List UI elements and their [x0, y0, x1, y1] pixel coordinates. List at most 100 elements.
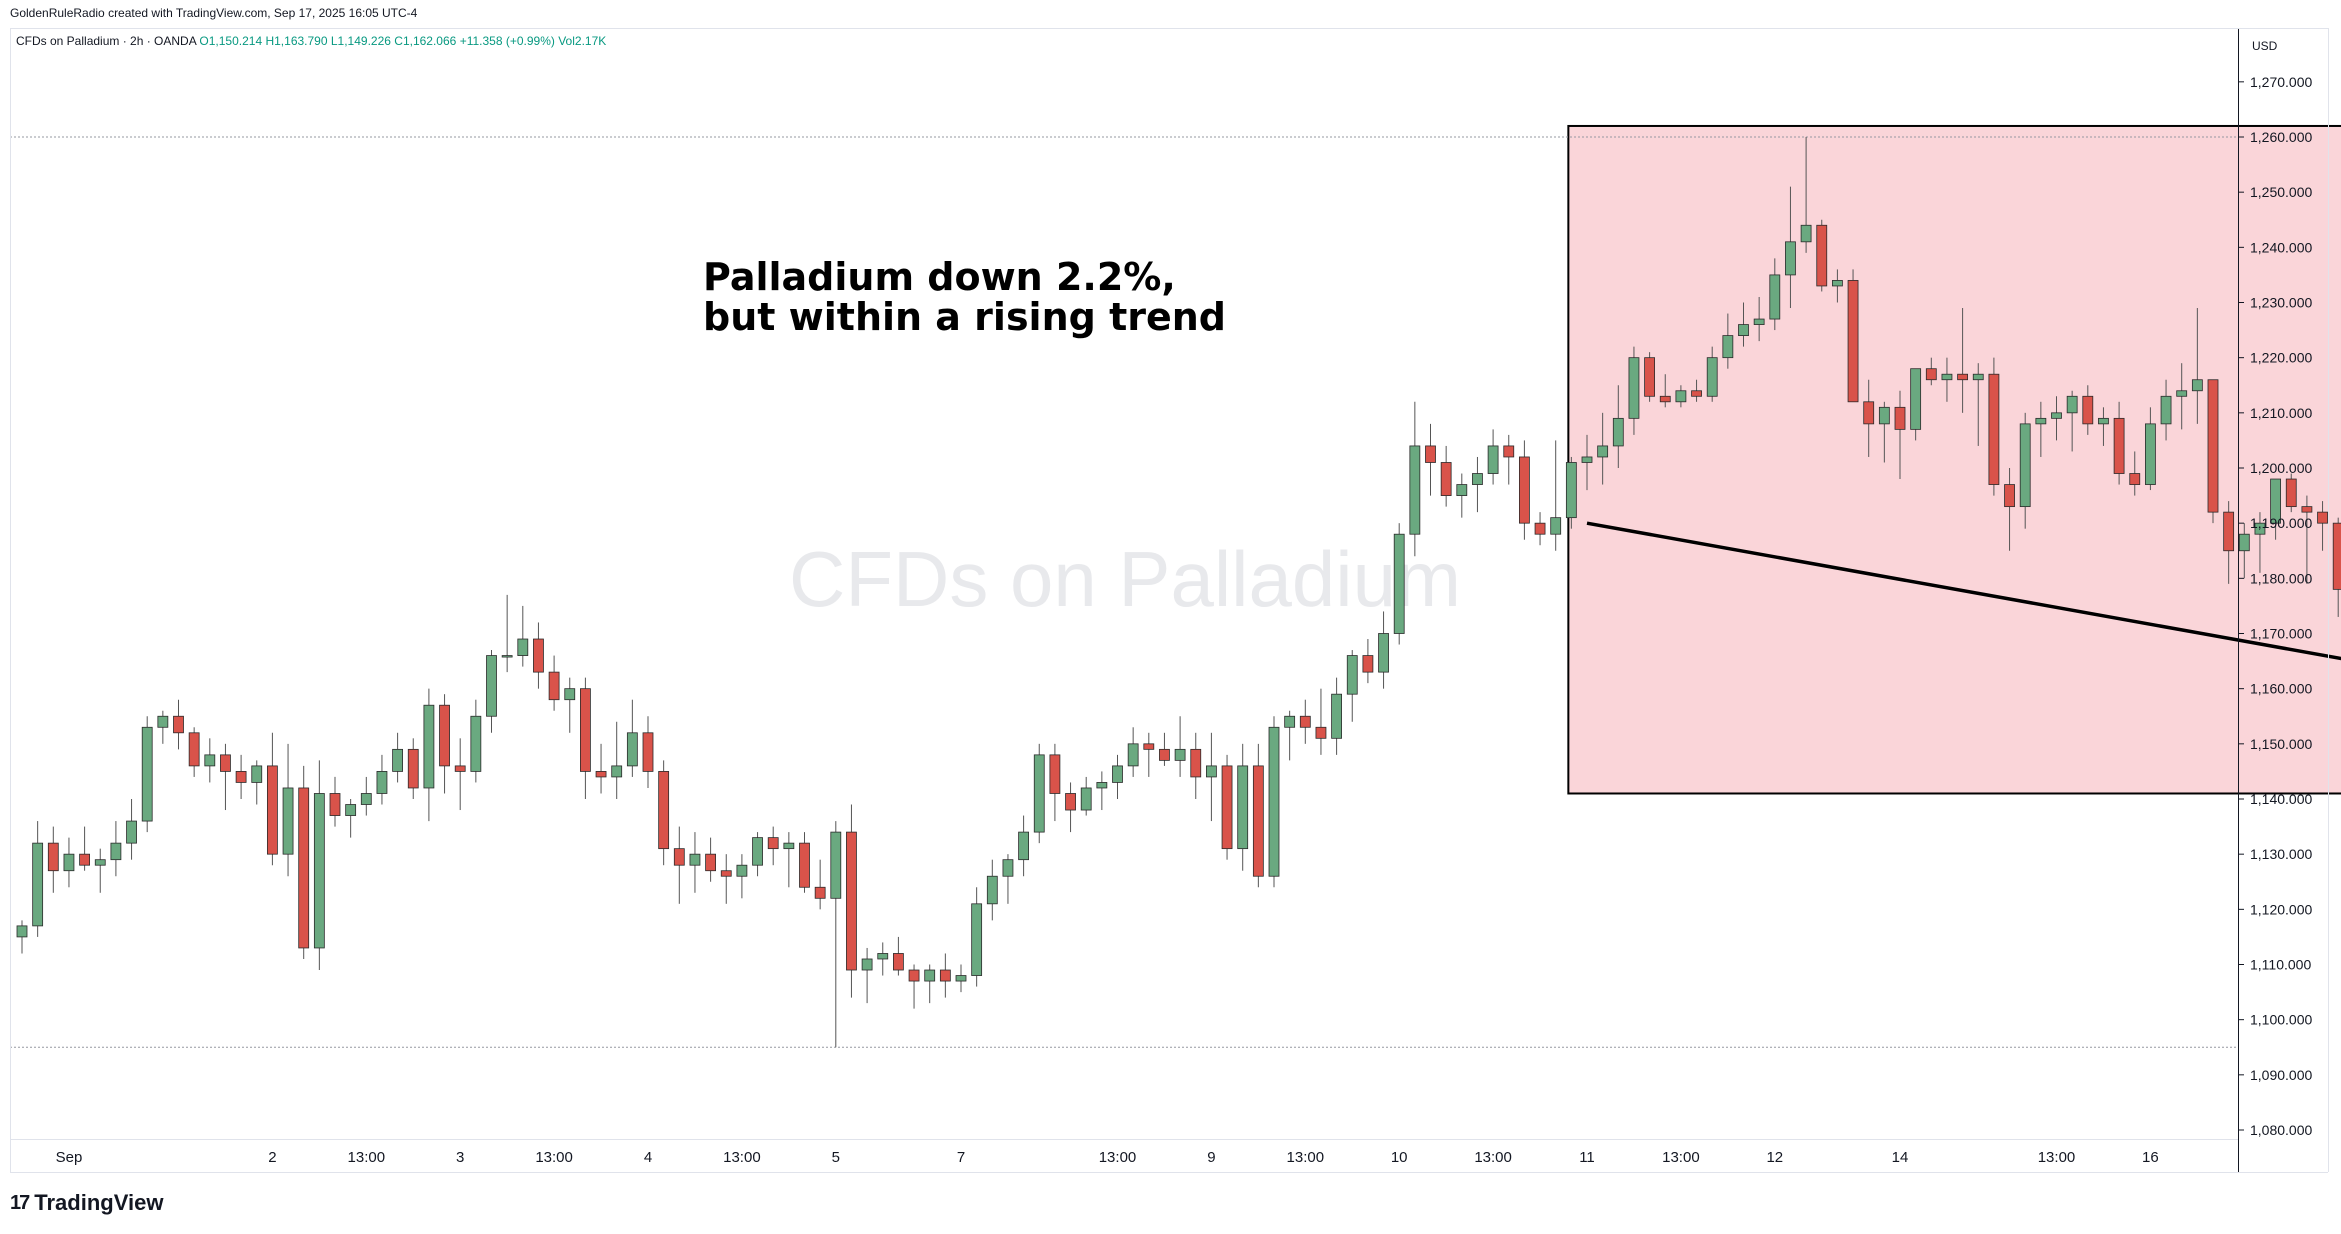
- candle[interactable]: [204, 738, 216, 783]
- candle[interactable]: [2207, 379, 2219, 524]
- candle[interactable]: [16, 920, 28, 954]
- candle[interactable]: [298, 765, 310, 959]
- candle[interactable]: [533, 622, 544, 689]
- candle[interactable]: [282, 743, 294, 877]
- candle[interactable]: [1393, 523, 1405, 645]
- candle[interactable]: [141, 716, 153, 833]
- candle[interactable]: [188, 727, 200, 777]
- candle[interactable]: [110, 821, 122, 877]
- candle[interactable]: [1972, 363, 1984, 446]
- candle[interactable]: [1738, 302, 1749, 347]
- candle[interactable]: [799, 832, 810, 893]
- candle[interactable]: [2144, 407, 2156, 491]
- candle[interactable]: [2066, 390, 2078, 452]
- candle[interactable]: [1049, 743, 1061, 822]
- candle[interactable]: [846, 804, 857, 998]
- candle[interactable]: [2270, 478, 2282, 540]
- candle[interactable]: [47, 826, 59, 893]
- candle[interactable]: [830, 821, 842, 1048]
- candle[interactable]: [1847, 269, 1859, 403]
- candle[interactable]: [1174, 716, 1186, 777]
- candle[interactable]: [1769, 258, 1781, 331]
- candle[interactable]: [2113, 401, 2125, 485]
- candle[interactable]: [1878, 401, 1890, 463]
- candle[interactable]: [1910, 368, 1922, 441]
- candle[interactable]: [2082, 385, 2094, 435]
- candle[interactable]: [1925, 357, 1937, 386]
- candle[interactable]: [877, 942, 889, 976]
- candle[interactable]: [1800, 137, 1812, 253]
- candle[interactable]: [1143, 732, 1155, 777]
- candle[interactable]: [1550, 440, 1562, 551]
- candle[interactable]: [423, 688, 435, 822]
- candle[interactable]: [376, 754, 388, 805]
- candle[interactable]: [407, 738, 419, 799]
- tradingview-brand[interactable]: 17 TradingView: [10, 1190, 163, 1216]
- candle[interactable]: [1785, 186, 1796, 309]
- candle[interactable]: [924, 964, 936, 1004]
- candle[interactable]: [517, 605, 529, 667]
- candle[interactable]: [1753, 296, 1765, 342]
- candle[interactable]: [1816, 219, 1828, 292]
- candle[interactable]: [1206, 732, 1217, 822]
- candle[interactable]: [642, 716, 654, 788]
- candle[interactable]: [1503, 434, 1515, 485]
- candle[interactable]: [94, 848, 106, 893]
- candle[interactable]: [126, 799, 137, 860]
- candle[interactable]: [1659, 374, 1671, 408]
- candle[interactable]: [595, 743, 607, 794]
- candle[interactable]: [1487, 429, 1499, 485]
- candle[interactable]: [1612, 385, 1624, 468]
- candle[interactable]: [360, 776, 372, 816]
- candle[interactable]: [313, 760, 325, 971]
- candle[interactable]: [1440, 445, 1452, 507]
- candle[interactable]: [2160, 379, 2172, 441]
- candle[interactable]: [611, 721, 623, 799]
- candle[interactable]: [1065, 782, 1076, 833]
- candle[interactable]: [220, 743, 231, 811]
- candle[interactable]: [1346, 650, 1358, 722]
- candle[interactable]: [1456, 473, 1468, 518]
- candle[interactable]: [955, 964, 967, 993]
- candle[interactable]: [2238, 523, 2250, 579]
- candle[interactable]: [157, 710, 169, 744]
- candle[interactable]: [1957, 308, 1968, 413]
- candle[interactable]: [2301, 495, 2313, 584]
- candle[interactable]: [1565, 456, 1577, 529]
- candle[interactable]: [1941, 357, 1953, 402]
- candle[interactable]: [1675, 385, 1687, 408]
- trend-arrow-line[interactable]: [1586, 521, 2341, 677]
- candle[interactable]: [2019, 412, 2031, 529]
- candle[interactable]: [1268, 716, 1280, 888]
- candle[interactable]: [2332, 517, 2341, 617]
- candle[interactable]: [63, 837, 75, 888]
- candle[interactable]: [580, 677, 591, 799]
- candle[interactable]: [1519, 440, 1530, 540]
- candle[interactable]: [673, 826, 685, 904]
- candle[interactable]: [689, 832, 701, 893]
- candle[interactable]: [173, 699, 184, 750]
- candle[interactable]: [1221, 754, 1233, 860]
- candle[interactable]: [736, 854, 748, 899]
- candle[interactable]: [1534, 512, 1546, 546]
- candle[interactable]: [939, 953, 951, 998]
- candle[interactable]: [1080, 776, 1092, 816]
- candle[interactable]: [1237, 743, 1249, 871]
- candle[interactable]: [861, 947, 873, 1004]
- candle[interactable]: [2035, 401, 2047, 457]
- candle[interactable]: [392, 732, 404, 783]
- candle[interactable]: [1018, 815, 1029, 877]
- candle[interactable]: [1409, 401, 1421, 557]
- candle[interactable]: [329, 776, 341, 827]
- candle[interactable]: [2129, 451, 2141, 496]
- candle[interactable]: [658, 760, 670, 866]
- candle[interactable]: [345, 799, 357, 838]
- symbol-name[interactable]: CFDs on Palladium · 2h · OANDA: [16, 34, 197, 48]
- candle[interactable]: [893, 936, 904, 976]
- candle[interactable]: [1315, 688, 1327, 755]
- candle[interactable]: [564, 677, 576, 733]
- candle[interactable]: [1894, 390, 1906, 480]
- candle[interactable]: [1472, 456, 1483, 513]
- candle[interactable]: [266, 732, 278, 866]
